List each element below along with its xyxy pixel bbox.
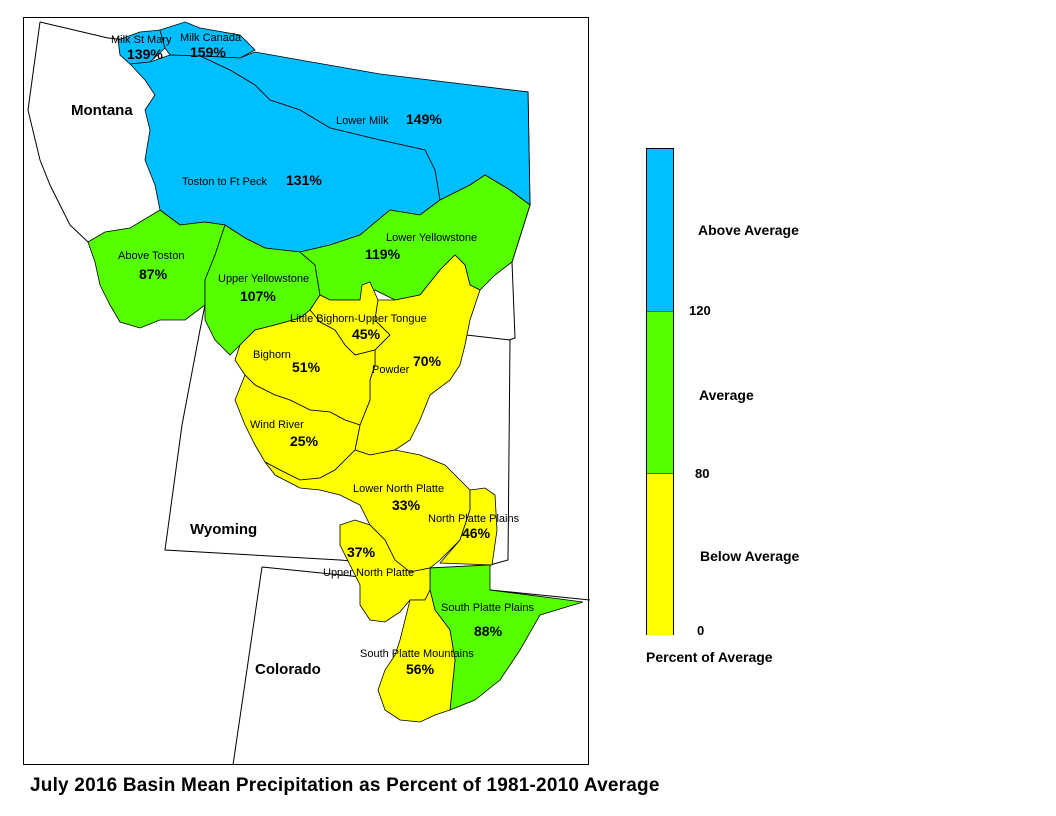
basin-pct: 46% <box>462 525 491 541</box>
basin-name: Powder <box>372 364 410 376</box>
legend-swatch-average <box>647 311 673 474</box>
basins-above <box>117 21 531 253</box>
basin-pct: 25% <box>290 433 319 449</box>
basin-shape-milk-canada <box>159 21 256 59</box>
basin-name: Upper North Platte <box>323 567 414 579</box>
state-labels: Montana Wyoming Colorado <box>71 102 321 678</box>
basin-pct: 159% <box>190 44 226 60</box>
basin-pct: 149% <box>406 111 442 127</box>
legend-tick-120: 120 <box>689 303 711 318</box>
basin-pct: 51% <box>292 359 321 375</box>
legend-label-average: Average <box>699 387 754 403</box>
basin-name: Lower Yellowstone <box>386 232 477 244</box>
basin-pct: 56% <box>406 661 435 677</box>
basin-name: Bighorn <box>253 349 291 361</box>
legend-color-bar <box>646 148 674 635</box>
basin-shape-south-platte-plains <box>429 564 584 711</box>
basin-pct: 33% <box>392 497 421 513</box>
montana-west-boundary <box>27 21 89 243</box>
legend-label-above: Above Average <box>698 222 799 238</box>
basin-name: Upper Yellowstone <box>218 273 309 285</box>
basin-name: Wind River <box>250 419 304 431</box>
state-label-montana: Montana <box>71 102 133 119</box>
basin-shape-milk-st-mary <box>117 29 166 65</box>
basin-name: Toston to Ft Peck <box>182 176 267 188</box>
basin-pct: 131% <box>286 172 322 188</box>
legend-title: Percent of Average <box>646 649 773 665</box>
basin-pct: 119% <box>365 246 401 262</box>
basin-name: Little Bighorn-Upper Tongue <box>290 313 427 325</box>
map-title: July 2016 Basin Mean Precipitation as Pe… <box>30 775 660 796</box>
basin-name: South Platte Mountains <box>360 648 474 660</box>
basin-name: Lower North Platte <box>353 483 444 495</box>
basin-name: North Platte Plains <box>428 513 520 525</box>
state-label-wyoming: Wyoming <box>190 521 257 538</box>
basin-pct: 107% <box>240 288 276 304</box>
basin-name: Milk St Mary <box>111 34 172 46</box>
state-label-colorado: Colorado <box>255 661 321 678</box>
basin-pct: 88% <box>474 623 503 639</box>
basin-pct: 37% <box>347 544 376 560</box>
basin-labels: Milk St Mary 139% Milk Canada 159% Lower… <box>111 32 534 677</box>
basins-below <box>234 254 498 723</box>
basin-shape-south-platte-mountains <box>377 588 456 723</box>
basin-pct: 70% <box>413 353 442 369</box>
basin-shape-north-platte-plains <box>439 487 498 566</box>
basin-name: Above Toston <box>118 250 184 262</box>
legend-swatch-below <box>647 473 673 635</box>
basin-name: Milk Canada <box>180 32 242 44</box>
legend-swatch-above <box>647 149 673 311</box>
legend-tick-0: 0 <box>697 623 705 638</box>
basin-name: South Platte Plains <box>441 602 534 614</box>
colorado-west-boundary <box>232 566 263 766</box>
basins-average <box>87 174 584 711</box>
basin-pct: 87% <box>139 266 168 282</box>
basin-pct: 139% <box>127 46 163 62</box>
legend-label-below: Below Average <box>700 548 800 564</box>
basin-name: Lower Milk <box>336 115 389 127</box>
basin-pct: 45% <box>352 326 381 342</box>
legend-tick-80: 80 <box>695 466 710 481</box>
